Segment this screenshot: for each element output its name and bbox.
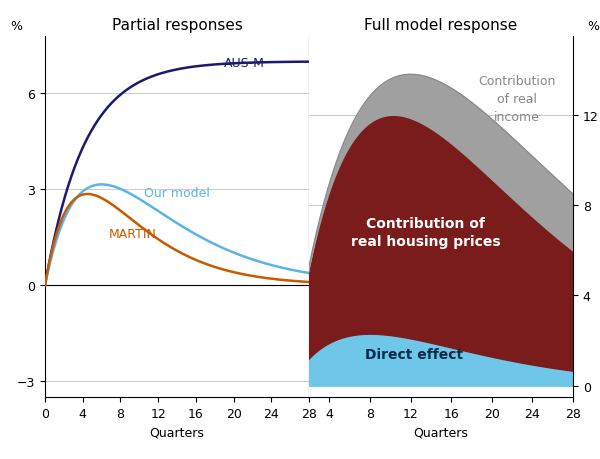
Text: AUS-M: AUS-M	[224, 57, 265, 70]
Text: MARTIN: MARTIN	[109, 228, 157, 241]
Text: Contribution of
real housing prices: Contribution of real housing prices	[351, 217, 500, 249]
Text: %: %	[11, 20, 23, 33]
Title: Partial responses: Partial responses	[112, 18, 242, 33]
Text: %: %	[587, 20, 599, 33]
Title: Full model response: Full model response	[364, 18, 518, 33]
X-axis label: Quarters: Quarters	[413, 425, 469, 438]
Text: Contribution
of real
income: Contribution of real income	[478, 75, 556, 124]
X-axis label: Quarters: Quarters	[149, 425, 205, 438]
Text: Our model: Our model	[144, 186, 210, 199]
Text: Direct effect: Direct effect	[365, 347, 463, 361]
